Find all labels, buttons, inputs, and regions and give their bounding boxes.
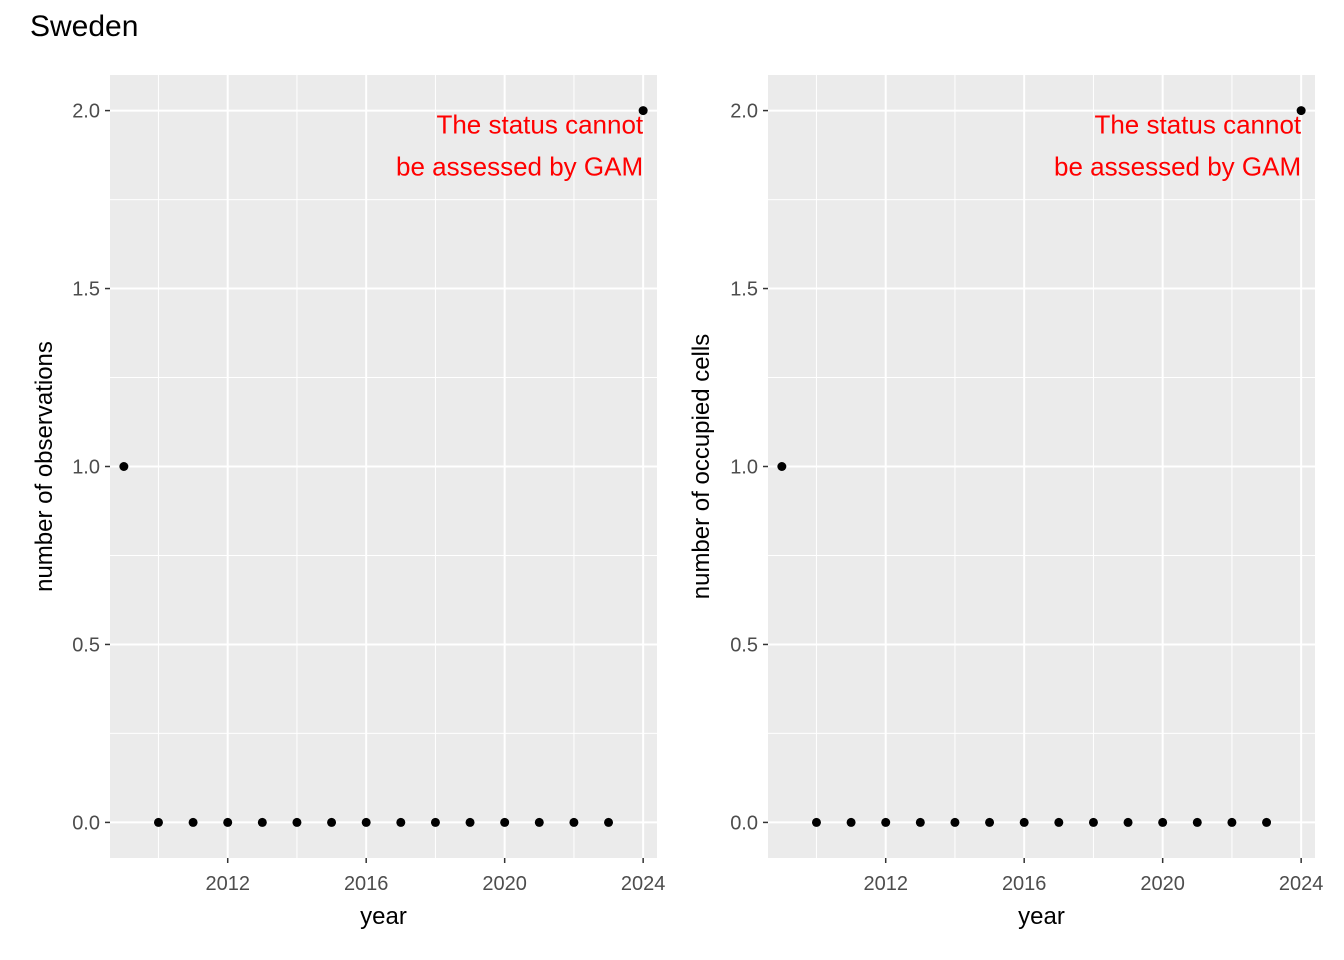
y-tick-label: 1.5 — [72, 279, 100, 301]
data-point — [1296, 106, 1306, 116]
y-tick-label: 0.0 — [730, 812, 758, 834]
data-point — [1227, 817, 1237, 827]
y-axis-title: number of occupied cells — [688, 334, 715, 599]
x-tick-label: 2024 — [1279, 873, 1324, 895]
data-point — [1123, 817, 1133, 827]
data-point — [1088, 817, 1098, 827]
data-point — [1262, 817, 1272, 827]
x-axis-title: year — [1018, 903, 1065, 930]
x-tick-label: 2024 — [621, 873, 666, 895]
data-point — [1158, 817, 1168, 827]
x-tick-label: 2016 — [344, 873, 389, 895]
annotation-line: be assessed by GAM — [1054, 152, 1301, 182]
y-tick-label: 1.5 — [730, 279, 758, 301]
y-tick-label: 0.5 — [72, 634, 100, 656]
data-point — [915, 817, 925, 827]
chart-panel-1: 0.0 0.5 1.0 1.5 2.0 2012 2016 2020 2024 year numbe… — [31, 75, 665, 930]
data-point — [985, 817, 995, 827]
data-point — [430, 817, 440, 827]
page-title: Sweden — [30, 10, 139, 43]
data-point — [119, 462, 129, 471]
y-tick-label: 0.5 — [730, 634, 758, 656]
annotation-text: The status cannot be assessed by GAM — [396, 110, 644, 182]
data-point — [500, 817, 510, 827]
data-point — [881, 817, 891, 827]
x-tick-label: 2020 — [1140, 873, 1185, 895]
x-tick-label: 2020 — [482, 873, 527, 895]
y-axis-title: number of observations — [31, 341, 58, 592]
annotation-text: The status cannot be assessed by GAM — [1054, 110, 1302, 182]
data-point — [777, 462, 787, 471]
data-point — [638, 106, 648, 116]
data-point — [465, 817, 475, 827]
data-point — [327, 817, 337, 827]
data-point — [223, 817, 233, 827]
x-tick-label: 2012 — [205, 873, 250, 895]
data-point — [534, 817, 544, 827]
y-tick-label: 2.0 — [730, 101, 758, 123]
x-tick-label: 2016 — [1002, 873, 1047, 895]
data-point — [396, 817, 406, 827]
data-point — [846, 817, 856, 827]
data-point — [811, 817, 821, 827]
data-point — [361, 817, 371, 827]
data-point — [257, 817, 267, 827]
annotation-line: The status cannot — [1094, 110, 1301, 140]
data-point — [292, 817, 302, 827]
y-tick-label: 1.0 — [72, 457, 100, 479]
y-tick-label: 0.0 — [72, 812, 100, 834]
data-point — [153, 817, 163, 827]
x-tick-label: 2012 — [863, 873, 908, 895]
y-tick-label: 1.0 — [730, 457, 758, 479]
annotation-line: The status cannot — [436, 110, 643, 140]
data-point — [950, 817, 960, 827]
chart-panel-2: 0.0 0.5 1.0 1.5 2.0 2012 2016 2020 2024 year numbe… — [688, 75, 1323, 930]
data-point — [569, 817, 579, 827]
data-point — [1054, 817, 1064, 827]
y-tick-label: 2.0 — [72, 101, 100, 123]
annotation-line: be assessed by GAM — [396, 152, 643, 182]
data-point — [1019, 817, 1029, 827]
data-point — [1192, 817, 1202, 827]
x-axis-title: year — [360, 903, 407, 930]
data-point — [604, 817, 614, 827]
data-point — [188, 817, 198, 827]
